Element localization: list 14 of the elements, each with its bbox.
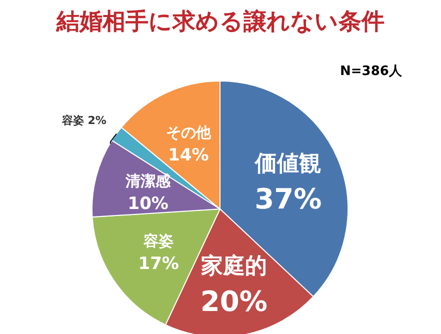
slice-label: 価値観 [254, 152, 322, 177]
slice-label: 家庭的 [200, 253, 267, 280]
data-label: 2% [88, 114, 106, 127]
slice-label: 容姿 [142, 232, 174, 250]
text: N=386人 [340, 63, 402, 80]
data-label: 20% [200, 284, 268, 318]
data-label: 37% [254, 182, 322, 216]
chart-title: 結婚相手に求める譲れない条件 [55, 8, 386, 37]
slice-label: その他 [166, 123, 212, 142]
slice-label: 容姿 [62, 114, 84, 127]
data-label: 14% [168, 145, 209, 166]
slice-label: 清潔感 [124, 172, 172, 190]
data-label: 10% [128, 194, 168, 214]
data-label: 17% [138, 254, 179, 274]
